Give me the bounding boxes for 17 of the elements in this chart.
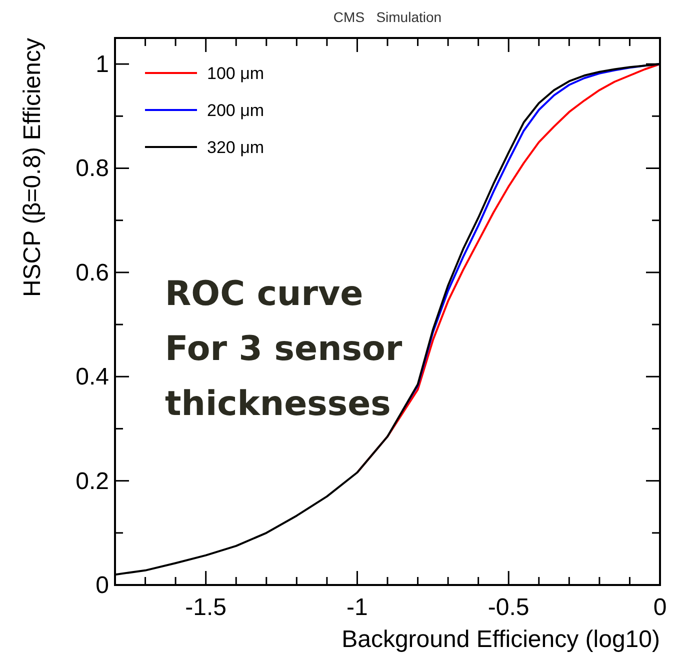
x-axis-title: Background Efficiency (log10) [342, 626, 660, 653]
legend-label: 100 μm [207, 64, 264, 83]
y-tick-label: 0.4 [76, 364, 109, 391]
legend-label: 200 μm [207, 101, 264, 120]
chart-title: CMS Simulation [333, 9, 442, 25]
y-tick-label: 0.8 [76, 155, 109, 182]
y-tick-label: 1 [96, 51, 109, 78]
y-axis-title: HSCP (β=0.8) Efficiency [19, 38, 46, 298]
y-tick-label: 0 [96, 572, 109, 599]
legend-label: 320 μm [207, 138, 264, 157]
y-tick-label: 0.2 [76, 468, 109, 495]
x-tick-label: 0 [653, 594, 667, 621]
y-tick-label: 0.6 [76, 259, 109, 286]
x-tick-label: -1 [346, 594, 368, 621]
x-tick-label: -0.5 [488, 594, 530, 621]
x-tick-label: -1.5 [185, 594, 227, 621]
annotation: ROC curve For 3 sensor thicknesses [165, 274, 402, 424]
